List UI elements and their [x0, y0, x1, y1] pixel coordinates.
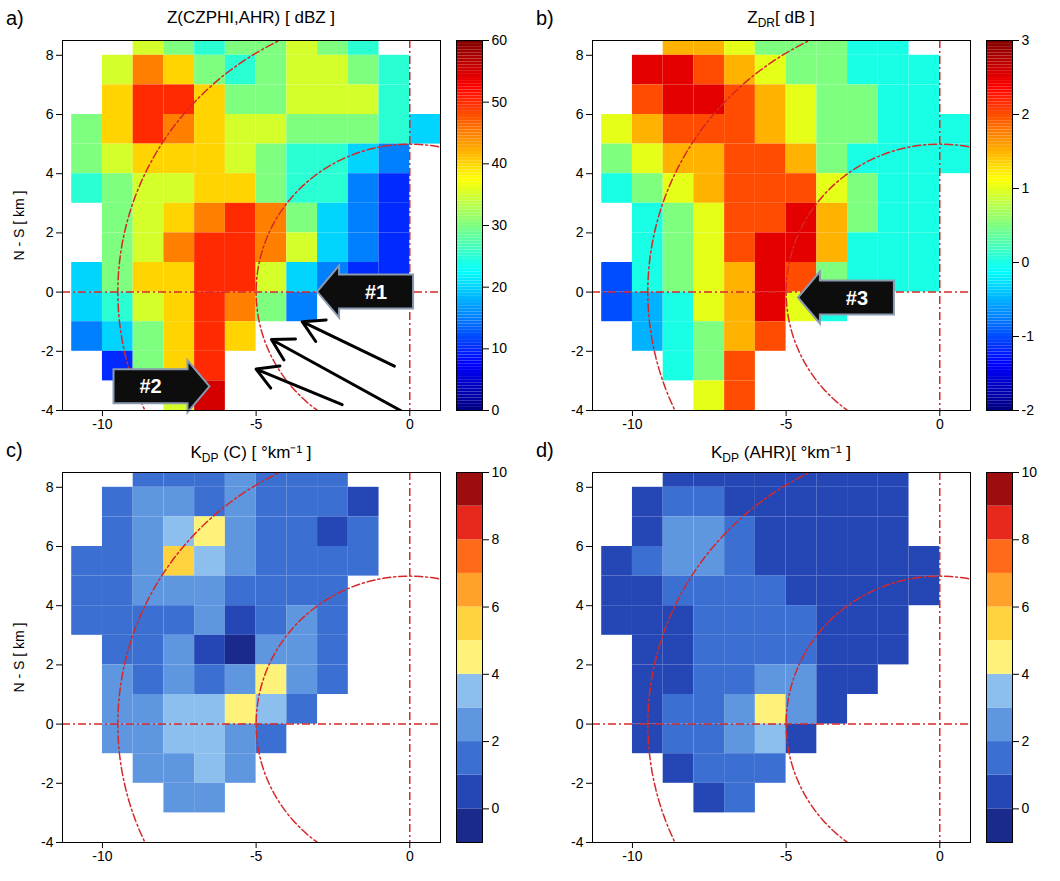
svg-text:20: 20 — [492, 279, 508, 295]
html-text:KDP(AHR)[ °km⁻¹ ]: KDP(AHR)[ °km⁻¹ ] — [711, 443, 851, 466]
svg-text:-10: -10 — [622, 848, 642, 864]
svg-text:-5: -5 — [780, 416, 793, 432]
svg-text:30: 30 — [492, 217, 508, 233]
svg-text:8: 8 — [46, 479, 54, 495]
svg-text:-10: -10 — [92, 416, 112, 432]
svg-text:0: 0 — [46, 716, 54, 732]
svg-text:8: 8 — [492, 531, 500, 547]
svg-text:-5: -5 — [250, 848, 263, 864]
svg-text:10: 10 — [1022, 464, 1038, 480]
html-text:c): c) — [6, 439, 23, 461]
svg-text:1: 1 — [1022, 180, 1030, 196]
svg-text:0: 0 — [1022, 800, 1030, 816]
svg-text:10: 10 — [492, 340, 508, 356]
svg-text:4: 4 — [46, 597, 54, 613]
svg-text:50: 50 — [492, 94, 508, 110]
html-text:Z(CZPHI,AHR) [ dBZ ]: Z(CZPHI,AHR) [ dBZ ] — [166, 8, 336, 27]
svg-text:-4: -4 — [571, 834, 584, 850]
html-text:d): d) — [536, 439, 554, 461]
svg-text:4: 4 — [576, 165, 584, 181]
svg-text:-4: -4 — [41, 834, 54, 850]
svg-text:0: 0 — [1022, 254, 1030, 270]
svg-text:2: 2 — [46, 224, 54, 240]
svg-text:0: 0 — [492, 800, 500, 816]
svg-text:2: 2 — [576, 656, 584, 672]
svg-text:2: 2 — [46, 656, 54, 672]
svg-text:N - S [ km ]: N - S [ km ] — [11, 191, 27, 261]
svg-text:0: 0 — [576, 284, 584, 300]
svg-text:-5: -5 — [780, 848, 793, 864]
svg-text:0: 0 — [576, 716, 584, 732]
svg-text:6: 6 — [576, 106, 584, 122]
svg-text:4: 4 — [492, 666, 500, 682]
svg-text:2: 2 — [1022, 106, 1030, 122]
html-text:KDP(C) [ °km⁻¹ ]: KDP(C) [ °km⁻¹ ] — [190, 443, 312, 466]
svg-text:-4: -4 — [571, 402, 584, 418]
svg-text:0: 0 — [936, 416, 944, 432]
svg-text:4: 4 — [576, 597, 584, 613]
svg-text:0: 0 — [492, 402, 500, 418]
svg-text:2: 2 — [492, 733, 500, 749]
svg-text:6: 6 — [576, 538, 584, 554]
svg-text:8: 8 — [1022, 531, 1030, 547]
svg-text:#1: #1 — [365, 281, 387, 303]
svg-text:0: 0 — [936, 848, 944, 864]
svg-text:-5: -5 — [250, 416, 263, 432]
svg-text:N - S [ km ]: N - S [ km ] — [11, 623, 27, 693]
svg-text:-2: -2 — [41, 775, 54, 791]
svg-text:-10: -10 — [622, 416, 642, 432]
svg-text:60: 60 — [492, 32, 508, 48]
svg-text:40: 40 — [492, 155, 508, 171]
svg-text:8: 8 — [576, 479, 584, 495]
svg-text:#2: #2 — [139, 375, 161, 397]
svg-text:2: 2 — [576, 224, 584, 240]
svg-text:6: 6 — [492, 599, 500, 615]
svg-text:8: 8 — [46, 47, 54, 63]
svg-text:-2: -2 — [571, 343, 584, 359]
svg-text:4: 4 — [46, 165, 54, 181]
svg-text:0: 0 — [406, 416, 414, 432]
svg-text:2: 2 — [1022, 733, 1030, 749]
svg-text:0: 0 — [46, 284, 54, 300]
html-text:ZDR[ dB ]: ZDR[ dB ] — [747, 8, 815, 31]
svg-text:#3: #3 — [846, 287, 868, 309]
svg-text:0: 0 — [406, 848, 414, 864]
svg-text:-2: -2 — [571, 775, 584, 791]
svg-text:-2: -2 — [41, 343, 54, 359]
svg-text:8: 8 — [576, 47, 584, 63]
svg-text:6: 6 — [46, 538, 54, 554]
svg-text:-2: -2 — [1022, 402, 1035, 418]
html-text:a): a) — [6, 7, 24, 29]
svg-text:-1: -1 — [1022, 328, 1035, 344]
svg-text:10: 10 — [492, 464, 508, 480]
svg-text:4: 4 — [1022, 666, 1030, 682]
svg-text:3: 3 — [1022, 32, 1030, 48]
svg-text:6: 6 — [1022, 599, 1030, 615]
svg-text:-4: -4 — [41, 402, 54, 418]
svg-text:-10: -10 — [92, 848, 112, 864]
svg-text:6: 6 — [46, 106, 54, 122]
html-text:b): b) — [536, 7, 554, 29]
